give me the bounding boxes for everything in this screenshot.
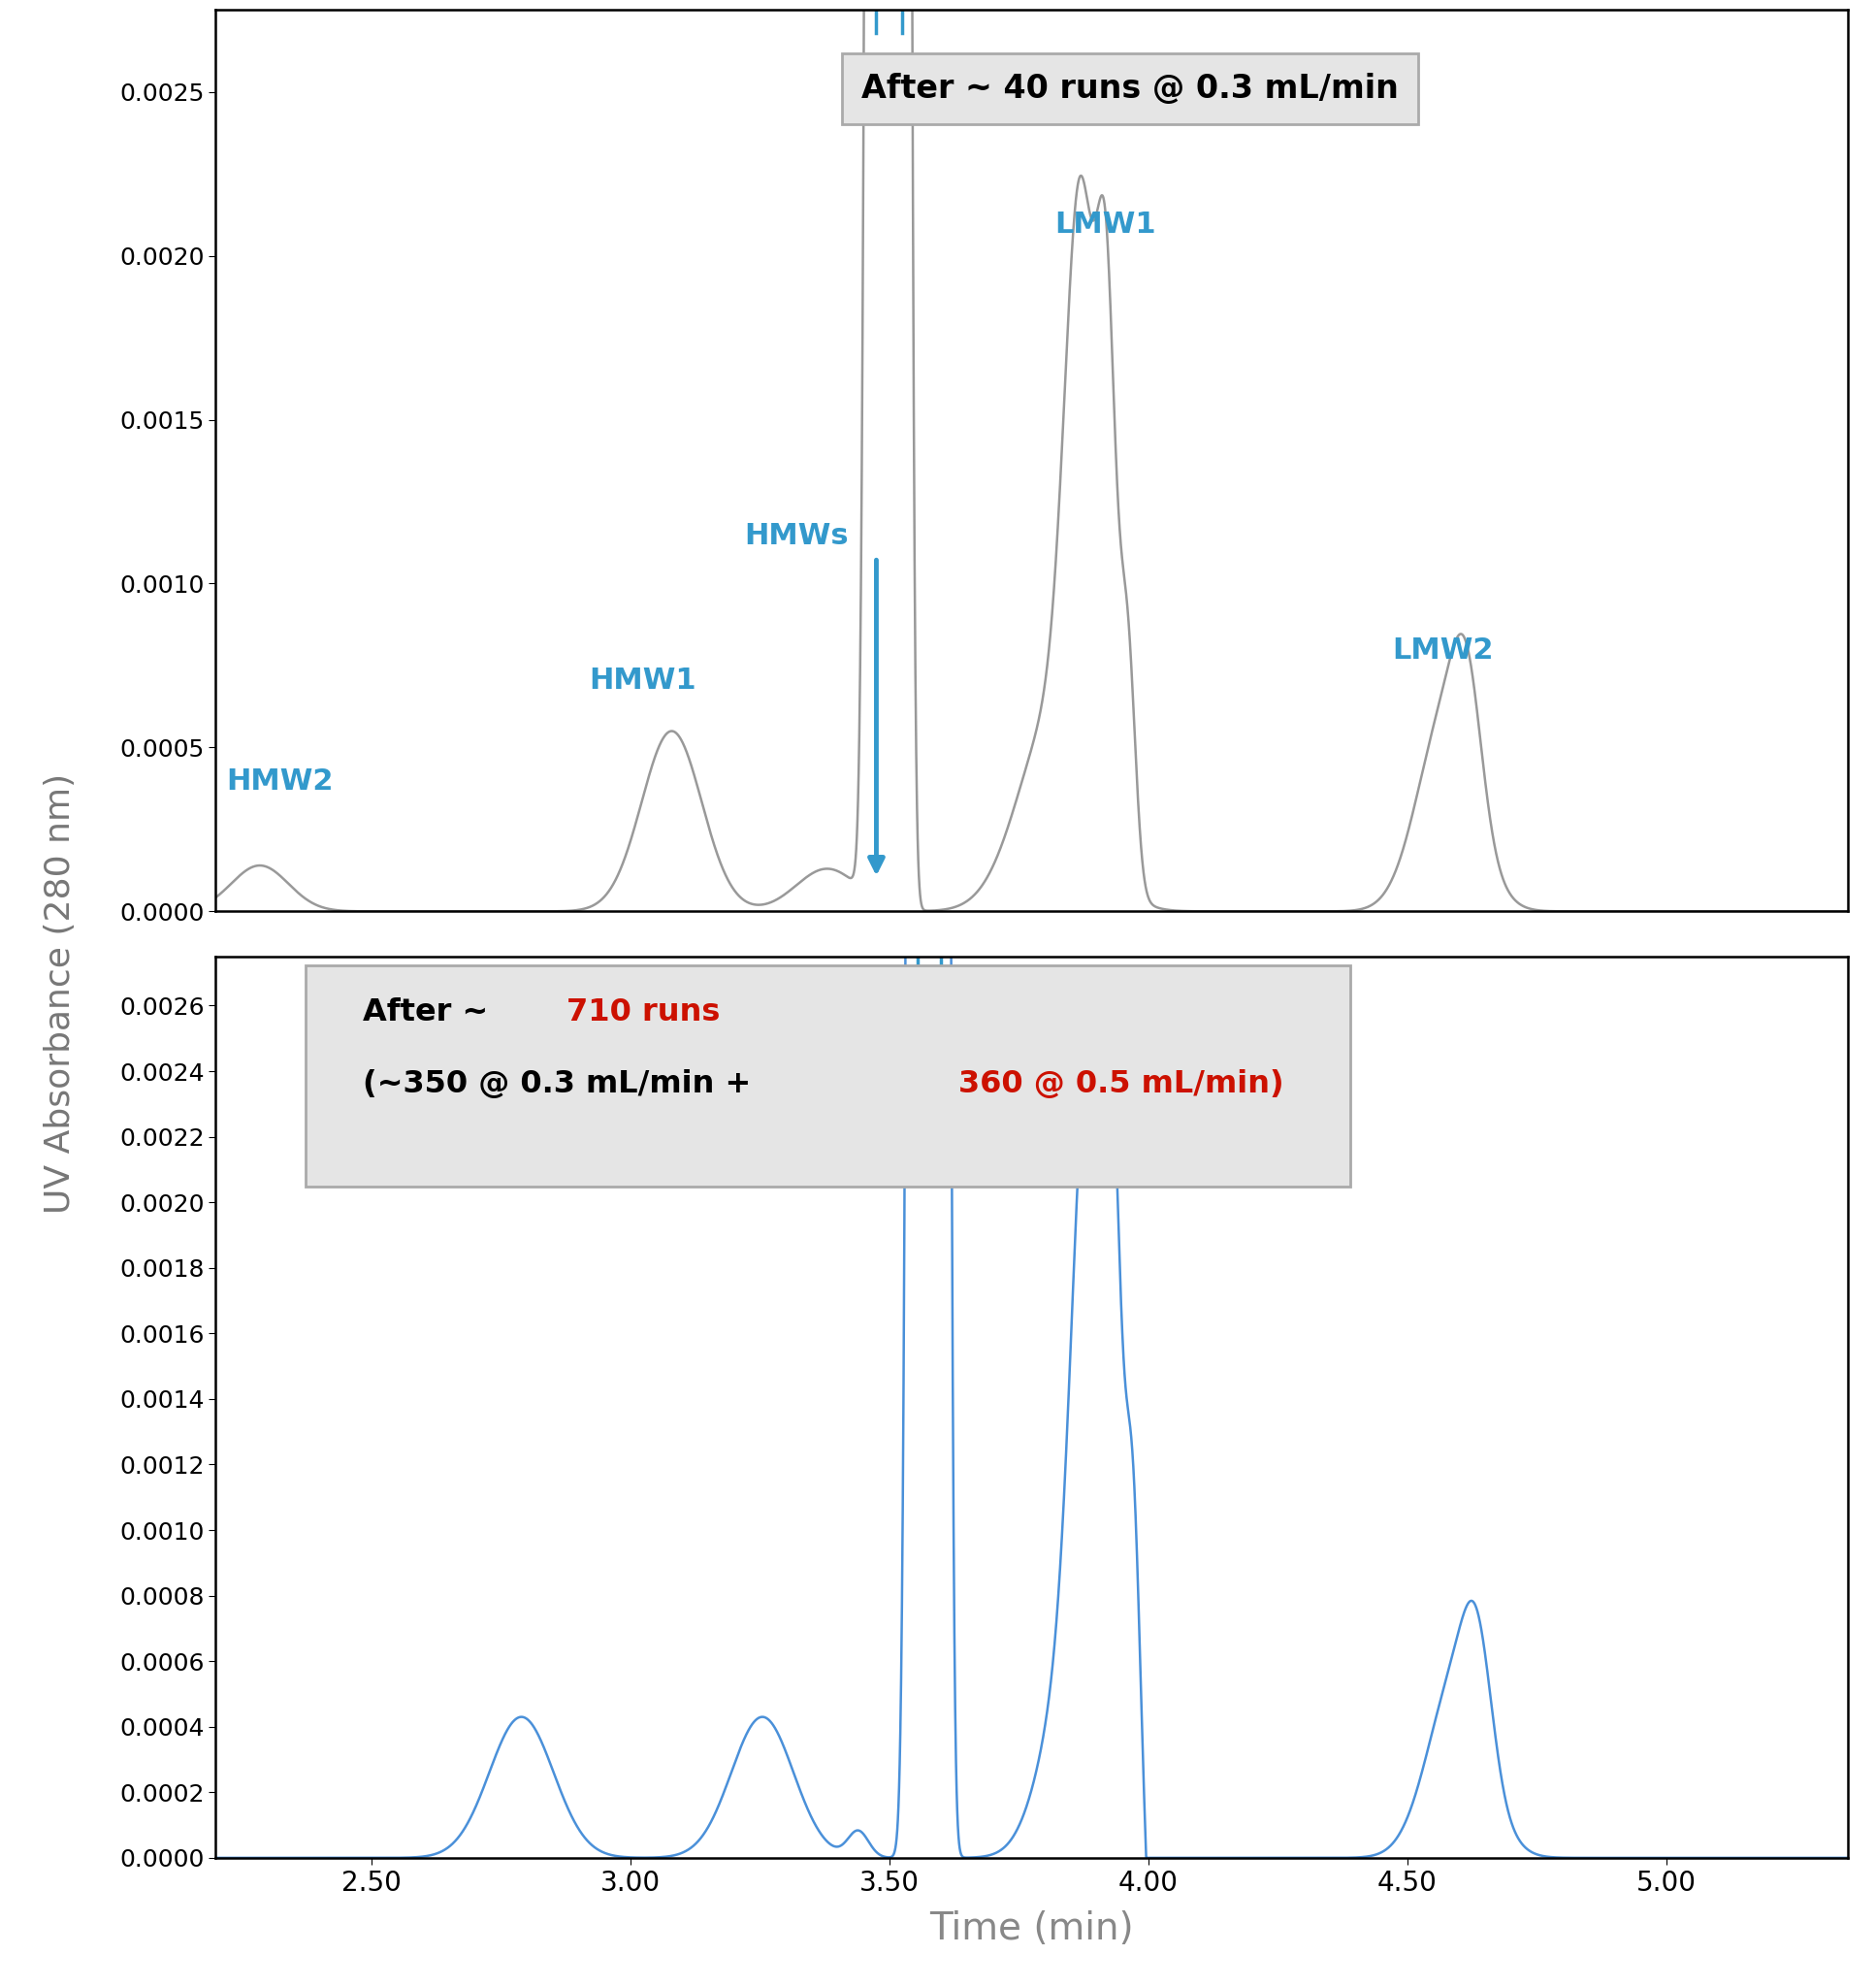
X-axis label: Time (min): Time (min) [930,1910,1133,1947]
Text: 360 @ 0.5 mL/min): 360 @ 0.5 mL/min) [959,1069,1283,1099]
Text: HMWs: HMWs [745,523,848,550]
Text: 710 runs: 710 runs [567,997,720,1027]
Text: (~350 @ 0.3 mL/min +: (~350 @ 0.3 mL/min + [362,1069,773,1099]
Text: LMW2: LMW2 [1392,636,1493,666]
FancyBboxPatch shape [306,966,1351,1186]
Text: HMW1: HMW1 [589,666,696,693]
Text: UV Absorbance (280 nm): UV Absorbance (280 nm) [43,773,77,1214]
Text: After ~: After ~ [362,997,499,1027]
Text: After ~ 40 runs @ 0.3 mL/min: After ~ 40 runs @ 0.3 mL/min [861,74,1398,105]
Text: LMW1: LMW1 [1054,211,1157,238]
Text: HMW2: HMW2 [227,767,334,797]
